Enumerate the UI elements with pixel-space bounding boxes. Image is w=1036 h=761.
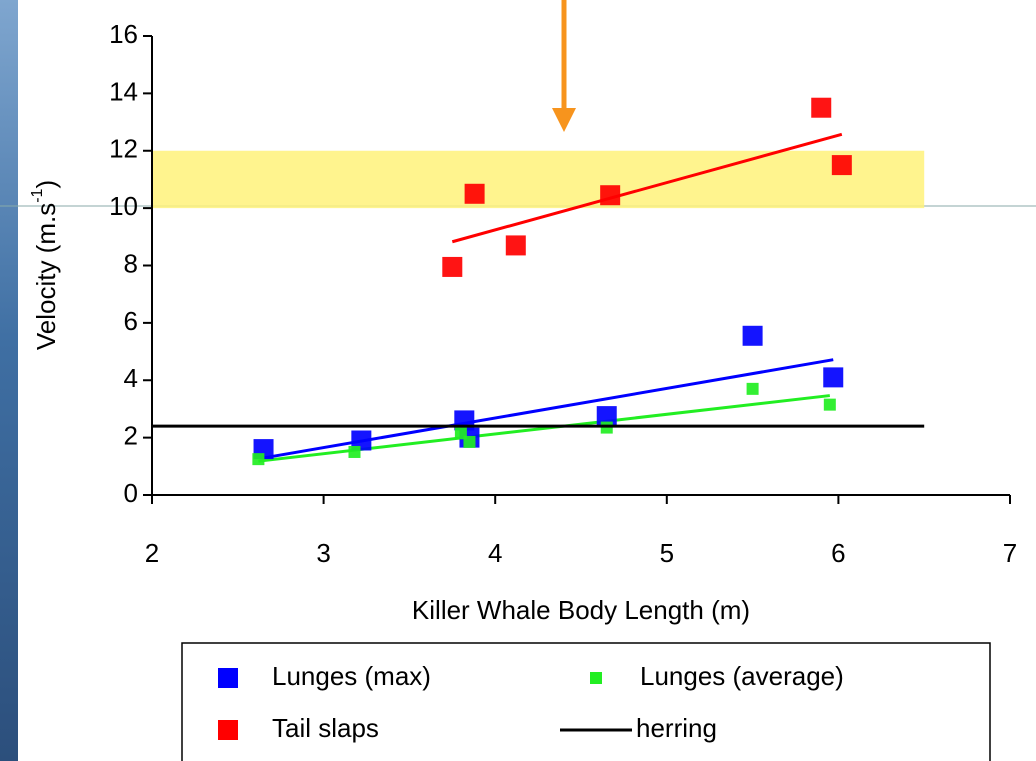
- point: [252, 453, 265, 466]
- x-axis-label: Killer Whale Body Length (m): [412, 595, 750, 625]
- y-tick-label: 16: [109, 19, 138, 49]
- point: [600, 185, 621, 206]
- y-tick-label: 2: [124, 421, 138, 451]
- legend: [181, 642, 991, 761]
- legend-label: Lunges (average): [640, 661, 844, 691]
- y-tick-label: 14: [109, 76, 138, 106]
- legend-label: Tail slaps: [272, 713, 379, 743]
- legend-swatch: [590, 672, 602, 684]
- y-tick-label: 4: [124, 363, 138, 393]
- point: [348, 445, 361, 458]
- point: [823, 398, 836, 411]
- x-tick-label: 6: [831, 538, 845, 568]
- point: [823, 367, 844, 388]
- point: [596, 406, 617, 427]
- y-tick-label: 12: [109, 134, 138, 164]
- point: [831, 155, 852, 176]
- legend-label: Lunges (max): [272, 661, 431, 691]
- point: [746, 382, 759, 395]
- y-axis-label: Velocity (m.s-1): [29, 180, 61, 350]
- point: [811, 97, 832, 118]
- point: [351, 430, 372, 451]
- y-label-sup: -1: [29, 188, 46, 202]
- x-tick-label: 3: [316, 538, 330, 568]
- x-tick-label: 7: [1003, 538, 1017, 568]
- highlight-band: [152, 150, 925, 209]
- point: [505, 235, 526, 256]
- x-tick-label: 4: [488, 538, 502, 568]
- point: [464, 183, 485, 204]
- y-label-tail: ): [31, 180, 61, 189]
- trendline: [451, 132, 843, 244]
- point: [442, 256, 463, 277]
- y-tick-label: 10: [109, 191, 138, 221]
- point: [463, 435, 476, 448]
- legend-label: herring: [636, 713, 717, 743]
- y-tick-label: 6: [124, 306, 138, 336]
- chart-background: [18, 0, 1036, 761]
- y-tick-label: 0: [124, 478, 138, 508]
- point: [742, 325, 763, 346]
- x-tick-label: 2: [145, 538, 159, 568]
- y-label-text: Velocity (m.s: [31, 203, 61, 350]
- legend-swatch: [218, 720, 238, 740]
- x-tick-label: 5: [660, 538, 674, 568]
- legend-swatch: [218, 668, 238, 688]
- arrow-head: [552, 108, 576, 132]
- y-tick-label: 8: [124, 248, 138, 278]
